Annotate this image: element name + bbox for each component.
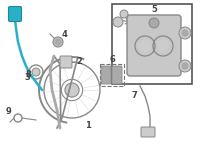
Text: 5: 5 xyxy=(151,5,157,14)
Circle shape xyxy=(157,40,169,52)
Text: 7: 7 xyxy=(131,91,137,100)
FancyBboxPatch shape xyxy=(141,127,155,137)
Text: 9: 9 xyxy=(6,107,12,117)
FancyBboxPatch shape xyxy=(112,66,122,84)
Text: 1: 1 xyxy=(85,122,91,131)
Circle shape xyxy=(182,30,188,36)
Circle shape xyxy=(120,10,128,18)
Circle shape xyxy=(53,37,63,47)
Text: 6: 6 xyxy=(109,55,115,64)
Text: 8: 8 xyxy=(25,70,31,78)
Circle shape xyxy=(149,18,159,28)
Text: 4: 4 xyxy=(62,30,68,39)
Bar xyxy=(100,64,124,86)
Circle shape xyxy=(113,17,123,27)
Text: 3: 3 xyxy=(24,72,30,81)
FancyBboxPatch shape xyxy=(60,56,72,68)
Circle shape xyxy=(182,63,188,69)
FancyBboxPatch shape xyxy=(127,15,181,76)
Circle shape xyxy=(179,27,191,39)
Circle shape xyxy=(55,39,61,45)
Circle shape xyxy=(32,68,40,76)
Text: 2: 2 xyxy=(76,56,82,66)
Circle shape xyxy=(179,60,191,72)
Circle shape xyxy=(139,40,151,52)
FancyBboxPatch shape xyxy=(8,6,22,21)
Circle shape xyxy=(65,83,79,97)
Bar xyxy=(112,4,192,84)
FancyBboxPatch shape xyxy=(101,66,111,84)
